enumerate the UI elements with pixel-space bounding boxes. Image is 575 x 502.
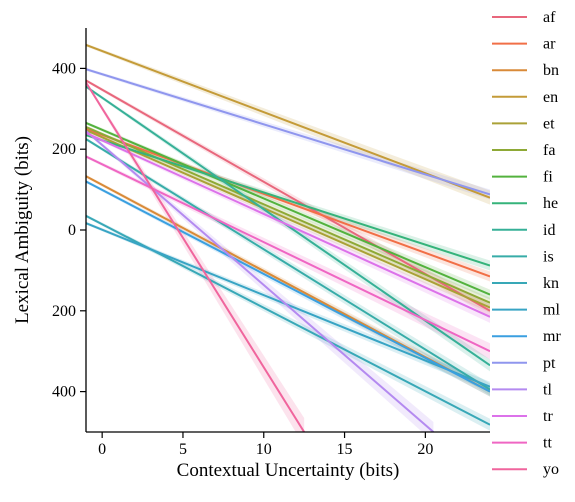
series-line-fi xyxy=(86,122,490,296)
legend-label-tr: tr xyxy=(543,408,553,425)
legend-label-af: af xyxy=(543,9,556,26)
x-ticks: 0 5 10 15 20 xyxy=(98,432,433,458)
x-tick-label: 10 xyxy=(256,441,272,458)
series-line-en xyxy=(86,44,490,199)
legend-label-is: is xyxy=(543,248,554,265)
y-tick-label: 200 xyxy=(52,141,76,158)
legend-label-he: he xyxy=(543,195,558,212)
y-tick-label: 0 xyxy=(68,222,76,239)
series-line-tr xyxy=(86,132,490,318)
legend-label-id: id xyxy=(543,222,555,239)
legend-label-et: et xyxy=(543,115,555,132)
series-line-mr xyxy=(86,180,490,393)
series-line-pt xyxy=(86,68,490,196)
legend-label-en: en xyxy=(543,89,558,106)
x-tick-label: 5 xyxy=(179,441,187,458)
x-tick-label: 20 xyxy=(417,441,433,458)
legend-label-tt: tt xyxy=(543,435,552,452)
legend-label-bn: bn xyxy=(543,62,559,79)
series-lines xyxy=(86,44,490,432)
legend-label-fi: fi xyxy=(543,169,553,186)
series-line-is xyxy=(86,138,490,391)
series-line-tl xyxy=(86,130,435,432)
legend-label-mr: mr xyxy=(543,328,561,345)
legend-label-ml: ml xyxy=(543,302,560,319)
legend-label-fa: fa xyxy=(543,142,555,159)
legend-label-yo: yo xyxy=(543,461,559,478)
series-line-he xyxy=(86,134,490,267)
y-tick-label: 400 xyxy=(52,60,76,77)
x-tick-label: 15 xyxy=(337,441,353,458)
y-ticks: 400 200 0 200 400 xyxy=(52,60,86,401)
y-tick-label: 400 xyxy=(52,384,76,401)
y-axis-label: Lexical Ambiguity (bits) xyxy=(12,136,33,324)
confidence-bands xyxy=(86,43,490,432)
legend-label-tl: tl xyxy=(543,381,552,398)
series-line-ar xyxy=(86,128,490,278)
x-tick-label: 0 xyxy=(98,441,106,458)
x-axis-label: Contextual Uncertainty (bits) xyxy=(177,460,400,481)
y-tick-label: 200 xyxy=(52,303,76,320)
legend: af ar bn en et fa fi he id is kn ml mr pt tl tr tt yo xyxy=(492,9,561,478)
legend-label-kn: kn xyxy=(543,275,559,292)
series-line-et xyxy=(86,129,490,309)
series-line-yo xyxy=(86,82,306,432)
legend-label-ar: ar xyxy=(543,36,556,53)
legend-label-pt: pt xyxy=(543,355,556,372)
